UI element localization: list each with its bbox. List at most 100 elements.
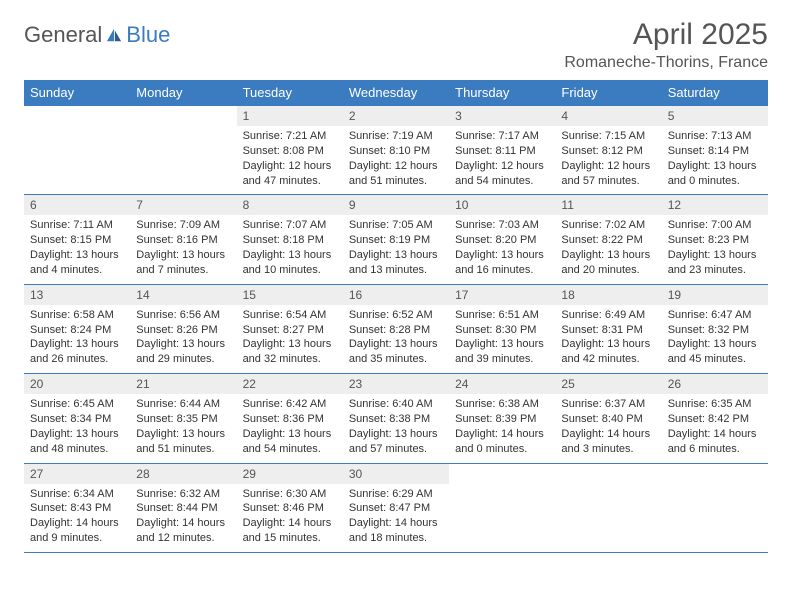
sunset-line: Sunset: 8:22 PM [561,233,655,248]
sunset-line: Sunset: 8:11 PM [455,144,549,159]
daylight-line: Daylight: 13 hours and 0 minutes. [668,159,762,189]
sunset-line: Sunset: 8:31 PM [561,323,655,338]
day-cell: 27Sunrise: 6:34 AMSunset: 8:43 PMDayligh… [24,463,130,552]
sunset-line: Sunset: 8:19 PM [349,233,443,248]
day-cell: 11Sunrise: 7:02 AMSunset: 8:22 PMDayligh… [555,195,661,284]
day-cell: 23Sunrise: 6:40 AMSunset: 8:38 PMDayligh… [343,374,449,463]
day-number: 25 [555,374,661,394]
day-cell: 13Sunrise: 6:58 AMSunset: 8:24 PMDayligh… [24,284,130,373]
daylight-line: Daylight: 14 hours and 6 minutes. [668,427,762,457]
sunrise-line: Sunrise: 7:07 AM [243,218,337,233]
sunset-line: Sunset: 8:46 PM [243,501,337,516]
sunrise-line: Sunrise: 6:32 AM [136,487,230,502]
sunset-line: Sunset: 8:14 PM [668,144,762,159]
day-header: Tuesday [237,80,343,106]
week-row: ....1Sunrise: 7:21 AMSunset: 8:08 PMDayl… [24,106,768,195]
sunset-line: Sunset: 8:39 PM [455,412,549,427]
sunset-line: Sunset: 8:10 PM [349,144,443,159]
sunrise-line: Sunrise: 6:42 AM [243,397,337,412]
day-cell: 9Sunrise: 7:05 AMSunset: 8:19 PMDaylight… [343,195,449,284]
sunrise-line: Sunrise: 6:49 AM [561,308,655,323]
day-number: 20 [24,374,130,394]
day-number: 9 [343,195,449,215]
day-number: 6 [24,195,130,215]
sunset-line: Sunset: 8:30 PM [455,323,549,338]
day-body: Sunrise: 7:07 AMSunset: 8:18 PMDaylight:… [237,215,343,283]
day-body: Sunrise: 7:17 AMSunset: 8:11 PMDaylight:… [449,126,555,194]
daylight-line: Daylight: 13 hours and 51 minutes. [136,427,230,457]
day-cell: .. [449,463,555,552]
day-cell: 15Sunrise: 6:54 AMSunset: 8:27 PMDayligh… [237,284,343,373]
day-body: Sunrise: 6:47 AMSunset: 8:32 PMDaylight:… [662,305,768,373]
sunrise-line: Sunrise: 7:09 AM [136,218,230,233]
day-cell: 30Sunrise: 6:29 AMSunset: 8:47 PMDayligh… [343,463,449,552]
day-cell: 1Sunrise: 7:21 AMSunset: 8:08 PMDaylight… [237,106,343,195]
day-body: Sunrise: 6:52 AMSunset: 8:28 PMDaylight:… [343,305,449,373]
day-number: 30 [343,464,449,484]
logo-text-general: General [24,22,102,48]
day-header-row: SundayMondayTuesdayWednesdayThursdayFrid… [24,80,768,106]
sunrise-line: Sunrise: 6:44 AM [136,397,230,412]
sunset-line: Sunset: 8:12 PM [561,144,655,159]
day-cell: 3Sunrise: 7:17 AMSunset: 8:11 PMDaylight… [449,106,555,195]
sunrise-line: Sunrise: 6:29 AM [349,487,443,502]
daylight-line: Daylight: 13 hours and 26 minutes. [30,337,124,367]
day-header: Thursday [449,80,555,106]
day-body: Sunrise: 6:34 AMSunset: 8:43 PMDaylight:… [24,484,130,552]
day-number: 19 [662,285,768,305]
sunrise-line: Sunrise: 6:51 AM [455,308,549,323]
sunset-line: Sunset: 8:38 PM [349,412,443,427]
day-body: Sunrise: 7:02 AMSunset: 8:22 PMDaylight:… [555,215,661,283]
daylight-line: Daylight: 12 hours and 47 minutes. [243,159,337,189]
month-title: April 2025 [564,18,768,52]
sunset-line: Sunset: 8:15 PM [30,233,124,248]
day-number: 27 [24,464,130,484]
sunrise-line: Sunrise: 6:35 AM [668,397,762,412]
sunrise-line: Sunrise: 6:56 AM [136,308,230,323]
sunrise-line: Sunrise: 7:21 AM [243,129,337,144]
day-body: Sunrise: 6:29 AMSunset: 8:47 PMDaylight:… [343,484,449,552]
sunrise-line: Sunrise: 7:15 AM [561,129,655,144]
daylight-line: Daylight: 12 hours and 54 minutes. [455,159,549,189]
day-number: 4 [555,106,661,126]
sunset-line: Sunset: 8:16 PM [136,233,230,248]
logo-sail-icon [105,27,123,43]
daylight-line: Daylight: 13 hours and 57 minutes. [349,427,443,457]
title-block: April 2025 Romaneche-Thorins, France [564,18,768,72]
day-cell: 28Sunrise: 6:32 AMSunset: 8:44 PMDayligh… [130,463,236,552]
day-cell: 25Sunrise: 6:37 AMSunset: 8:40 PMDayligh… [555,374,661,463]
daylight-line: Daylight: 14 hours and 9 minutes. [30,516,124,546]
sunrise-line: Sunrise: 7:17 AM [455,129,549,144]
day-number: 23 [343,374,449,394]
sunset-line: Sunset: 8:24 PM [30,323,124,338]
daylight-line: Daylight: 14 hours and 0 minutes. [455,427,549,457]
sunset-line: Sunset: 8:42 PM [668,412,762,427]
sunrise-line: Sunrise: 7:00 AM [668,218,762,233]
sunset-line: Sunset: 8:40 PM [561,412,655,427]
day-number: 26 [662,374,768,394]
day-number: 22 [237,374,343,394]
day-body: Sunrise: 7:13 AMSunset: 8:14 PMDaylight:… [662,126,768,194]
day-header: Sunday [24,80,130,106]
sunrise-line: Sunrise: 6:38 AM [455,397,549,412]
daylight-line: Daylight: 13 hours and 23 minutes. [668,248,762,278]
sunrise-line: Sunrise: 7:13 AM [668,129,762,144]
day-body: Sunrise: 6:35 AMSunset: 8:42 PMDaylight:… [662,394,768,462]
day-cell: 16Sunrise: 6:52 AMSunset: 8:28 PMDayligh… [343,284,449,373]
calendar-table: SundayMondayTuesdayWednesdayThursdayFrid… [24,80,768,553]
sunset-line: Sunset: 8:43 PM [30,501,124,516]
sunrise-line: Sunrise: 6:58 AM [30,308,124,323]
daylight-line: Daylight: 13 hours and 35 minutes. [349,337,443,367]
daylight-line: Daylight: 14 hours and 18 minutes. [349,516,443,546]
day-body: Sunrise: 6:40 AMSunset: 8:38 PMDaylight:… [343,394,449,462]
day-body: Sunrise: 7:21 AMSunset: 8:08 PMDaylight:… [237,126,343,194]
day-body: Sunrise: 7:11 AMSunset: 8:15 PMDaylight:… [24,215,130,283]
day-number: 24 [449,374,555,394]
day-number: 16 [343,285,449,305]
day-number: 15 [237,285,343,305]
day-cell: 29Sunrise: 6:30 AMSunset: 8:46 PMDayligh… [237,463,343,552]
logo-text-blue: Blue [126,22,170,48]
daylight-line: Daylight: 13 hours and 45 minutes. [668,337,762,367]
day-cell: 14Sunrise: 6:56 AMSunset: 8:26 PMDayligh… [130,284,236,373]
day-cell: 6Sunrise: 7:11 AMSunset: 8:15 PMDaylight… [24,195,130,284]
